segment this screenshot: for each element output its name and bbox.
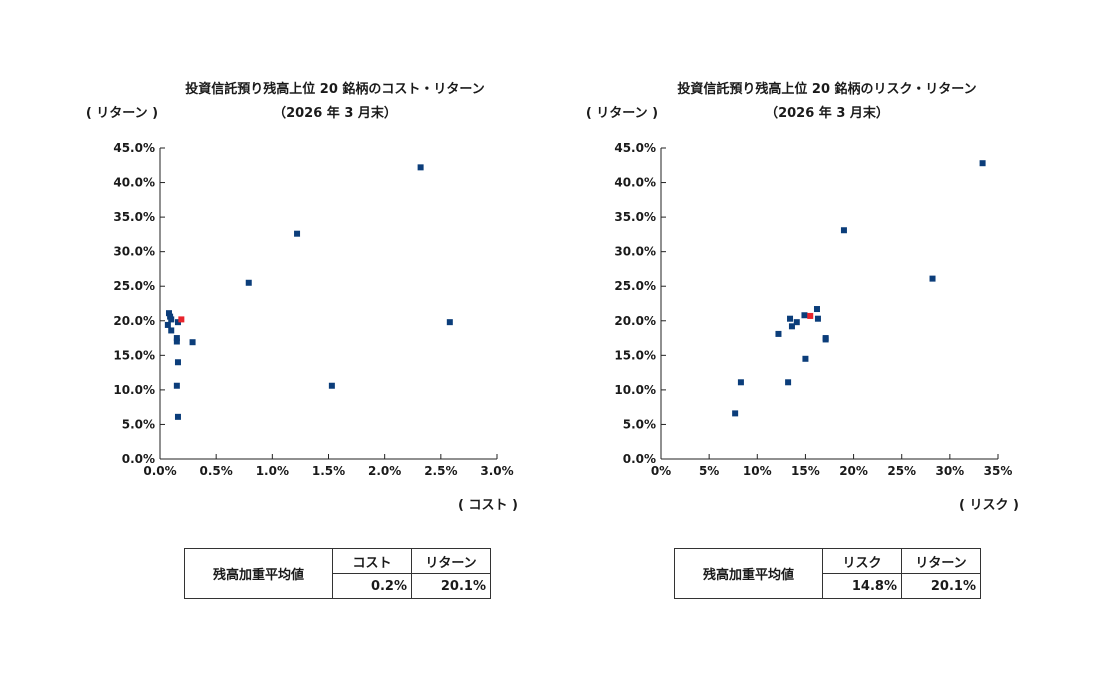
- chart1-x-tick-label: 0.5%: [200, 464, 233, 478]
- chart1-xlabel: ( コスト ): [458, 498, 518, 513]
- risk-table-header-risk: リスク: [822, 548, 902, 574]
- chart1-data-point: [174, 413, 181, 420]
- chart1-x-tick-label: 2.5%: [424, 464, 457, 478]
- chart1-y-tick-label: 5.0%: [122, 417, 155, 431]
- chart1-data-point: [165, 310, 172, 317]
- chart2-subtitle: （2026 年 3 月末）: [765, 105, 889, 121]
- chart2-data-point: [822, 336, 829, 343]
- chart2-y-tick-label: 25.0%: [614, 279, 656, 293]
- chart2-y-tick-label: 20.0%: [614, 314, 656, 328]
- risk-table-header-return: リターン: [901, 548, 981, 574]
- cost-table-value-cost: 0.2%: [332, 573, 412, 599]
- chart1-data-point: [328, 382, 335, 389]
- chart2-data-point: [813, 306, 820, 313]
- chart1-y-tick-label: 40.0%: [113, 176, 155, 190]
- chart2-plot-area: 0.0% 5.0% 10.0% 15.0% 20.0% 25.0% 30.0% 35.0% 40…: [614, 141, 1012, 478]
- chart1-ylabel: ( リターン ): [86, 106, 158, 121]
- risk-table-value-risk: 14.8%: [822, 573, 902, 599]
- chart2-x-tick-label: 35%: [984, 464, 1013, 478]
- chart1-data-point: [173, 335, 180, 342]
- chart1-data-point: [174, 359, 181, 366]
- chart1-plot-area: 0.0% 5.0% 10.0% 15.0% 20.0% 25.0% 30.0% 35.0% 40…: [113, 141, 513, 478]
- chart1-y-tick-label: 30.0%: [113, 245, 155, 259]
- chart2-x-tick-label: 20%: [839, 464, 868, 478]
- chart2-y-tick-label: 0.0%: [623, 452, 656, 466]
- risk-table-row-label: 残高加重平均値: [674, 548, 823, 599]
- chart1-weighted-average-point: [178, 316, 185, 323]
- chart1-x-tick-label: 3.0%: [480, 464, 513, 478]
- chart2-y-tick-label: 40.0%: [614, 176, 656, 190]
- chart1-title: 投資信託預り残高上位 20 銘柄のコスト・リターン: [185, 81, 485, 97]
- chart1-y-tick-label: 20.0%: [113, 314, 155, 328]
- risk-table-value-return: 20.1%: [901, 573, 981, 599]
- chart1-y-tick-label: 0.0%: [122, 452, 155, 466]
- chart1-y-tick-label: 15.0%: [113, 348, 155, 362]
- chart2-y-tick-label: 35.0%: [614, 210, 656, 224]
- chart2-title: 投資信託預り残高上位 20 銘柄のリスク・リターン: [677, 81, 976, 97]
- cost-table-header-return: リターン: [411, 548, 491, 574]
- chart1-data-point: [173, 338, 180, 345]
- chart2-y-tick-label: 30.0%: [614, 245, 656, 259]
- chart1-data-point: [189, 339, 196, 346]
- chart1-data-point: [173, 382, 180, 389]
- chart2-x-tick-label: 15%: [791, 464, 820, 478]
- chart2-y-tick-label: 10.0%: [614, 383, 656, 397]
- chart2-data-point: [787, 315, 794, 322]
- chart2-data-point: [793, 319, 800, 326]
- chart2-data-point: [737, 379, 744, 386]
- chart2-x-tick-label: 30%: [935, 464, 964, 478]
- risk-average-table: 残高加重平均値 リスク リターン 14.8% 20.1%: [674, 548, 981, 599]
- chart1-data-point: [164, 321, 171, 328]
- chart1-data-point: [294, 230, 301, 237]
- chart2-data-point: [802, 355, 809, 362]
- chart2-xlabel: ( リスク ): [959, 498, 1019, 513]
- chart1-x-tick-label: 1.0%: [256, 464, 289, 478]
- chart1-x-tick-label: 0.0%: [143, 464, 176, 478]
- chart2-data-point: [775, 330, 782, 337]
- chart1-x-tick-label: 1.5%: [312, 464, 345, 478]
- chart1-data-point: [168, 316, 175, 323]
- chart2-x-tick-label: 25%: [887, 464, 916, 478]
- chart1-data-point: [417, 164, 424, 171]
- chart2-data-point: [801, 312, 808, 319]
- chart2-weighted-average-point: [807, 312, 814, 319]
- chart1-data-point: [446, 319, 453, 326]
- chart2-data-point: [814, 315, 821, 322]
- chart2-x-tick-label: 5%: [699, 464, 719, 478]
- chart2-y-tick-label: 15.0%: [614, 348, 656, 362]
- cost-table-row-label: 残高加重平均値: [184, 548, 333, 599]
- cost-table-header-cost: コスト: [332, 548, 412, 574]
- chart2-ylabel: ( リターン ): [586, 106, 658, 121]
- chart2-data-point: [979, 160, 986, 167]
- chart2-data-point: [732, 410, 739, 417]
- chart2-data-point: [785, 379, 792, 386]
- chart1-data-point: [168, 327, 175, 334]
- chart1-data-point: [174, 319, 181, 326]
- chart2-x-tick-label: 0%: [651, 464, 671, 478]
- chart2-x-tick-label: 10%: [743, 464, 772, 478]
- chart1-data-point: [245, 279, 252, 286]
- chart1-y-tick-label: 35.0%: [113, 210, 155, 224]
- chart2-data-point: [788, 323, 795, 330]
- chart2-y-tick-label: 5.0%: [623, 417, 656, 431]
- chart1-y-tick-label: 10.0%: [113, 383, 155, 397]
- cost-table-value-return: 20.1%: [411, 573, 491, 599]
- cost-average-table: 残高加重平均値 コスト リターン 0.2% 20.1%: [184, 548, 491, 599]
- chart1-subtitle: （2026 年 3 月末）: [273, 105, 397, 121]
- chart1-y-tick-label: 25.0%: [113, 279, 155, 293]
- chart2-data-point: [840, 227, 847, 234]
- chart2-y-tick-label: 45.0%: [614, 141, 656, 155]
- chart1-y-tick-label: 45.0%: [113, 141, 155, 155]
- chart2-data-point: [929, 275, 936, 282]
- chart1-x-tick-label: 2.0%: [368, 464, 401, 478]
